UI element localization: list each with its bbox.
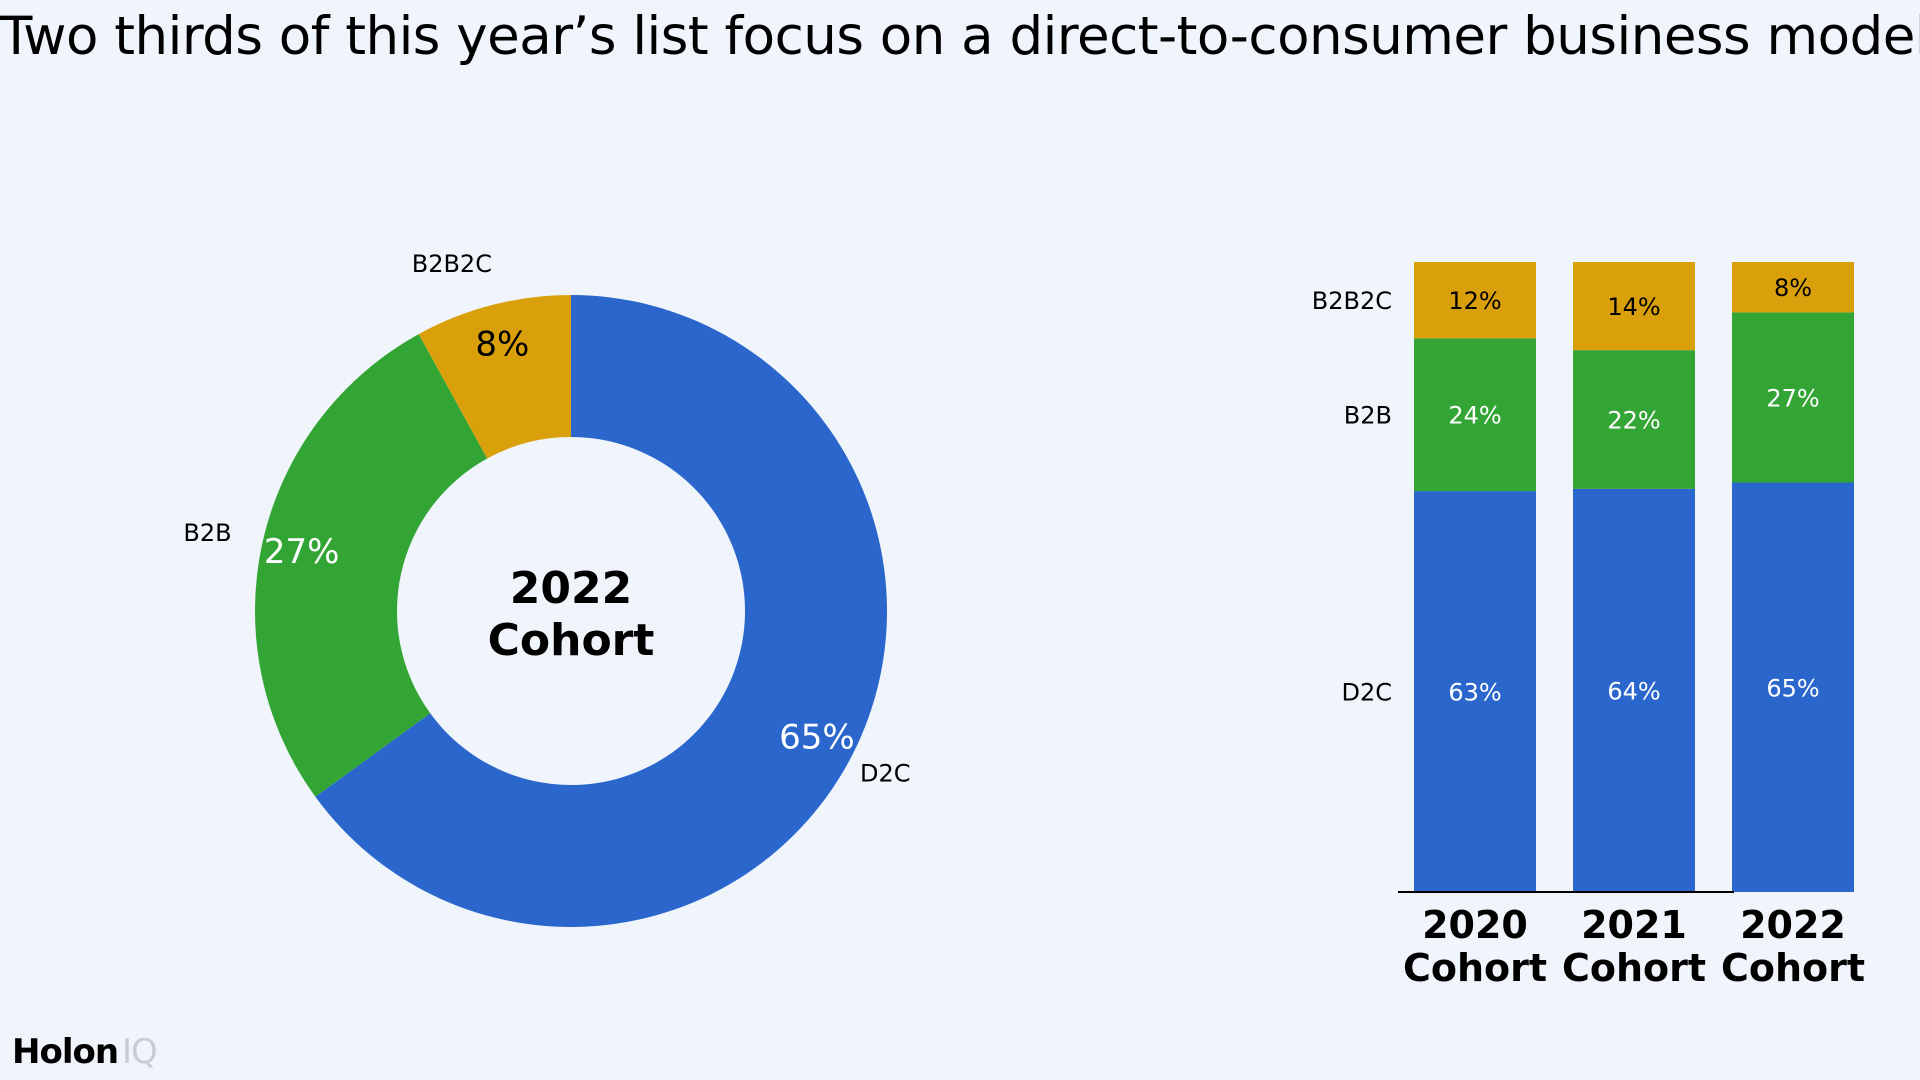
- stacked-bar-chart: 63%24%12%2020Cohort64%22%14%2021Cohort65…: [1312, 262, 1865, 990]
- donut-value-label-d2c: 65%: [779, 717, 855, 757]
- donut-value-label-b2b: 27%: [264, 532, 340, 572]
- holon-iq-logo: Holon IQ: [12, 1032, 158, 1072]
- bar-value-label-b2b2c-2021: 14%: [1607, 293, 1660, 321]
- bar-segment-b2b-2020: [1414, 338, 1536, 492]
- bar-series-label-b2b2c: B2B2C: [1312, 287, 1392, 315]
- bar-segment-d2c-2022: [1732, 482, 1854, 892]
- donut-center-label-line-1: 2022: [510, 563, 632, 614]
- bar-series-label-b2b: B2B: [1344, 402, 1392, 430]
- bar-segment-b2b2c-2022: [1732, 262, 1854, 313]
- bar-value-label-b2b-2020: 24%: [1448, 402, 1501, 430]
- bar-value-label-d2c-2022: 65%: [1766, 674, 1819, 702]
- bar-category-label-2020-line-1: 2020: [1422, 903, 1528, 947]
- bar-segment-d2c-2020: [1414, 491, 1536, 892]
- bar-value-label-b2b2c-2020: 12%: [1448, 287, 1501, 315]
- bar-category-label-2022-line-1: 2022: [1740, 903, 1846, 947]
- donut-category-label-b2b: B2B: [183, 519, 231, 547]
- bar-series-label-d2c: D2C: [1341, 679, 1392, 707]
- donut-category-label-b2b2c: B2B2C: [412, 250, 492, 278]
- bar-category-label-2020-line-2: Cohort: [1403, 946, 1547, 990]
- bar-segment-b2b2c-2021: [1573, 262, 1695, 351]
- donut-category-label-d2c: D2C: [860, 760, 911, 788]
- donut-value-label-b2b2c: 8%: [475, 325, 529, 365]
- bar-value-label-d2c-2020: 63%: [1448, 679, 1501, 707]
- bar-segment-d2c-2021: [1573, 488, 1695, 892]
- bar-value-label-b2b-2022: 27%: [1766, 384, 1819, 412]
- logo-secondary: IQ: [122, 1032, 158, 1072]
- donut-slice-d2c: [315, 295, 888, 928]
- donut-slice-b2b2c: [418, 295, 571, 459]
- bar-category-label-2021-line-2: Cohort: [1562, 946, 1706, 990]
- page-title: Two thirds of this year’s list focus on …: [0, 6, 1920, 67]
- donut-slice-b2b: [254, 334, 488, 797]
- bar-value-label-b2b-2021: 22%: [1607, 407, 1660, 435]
- logo-primary: Holon: [12, 1032, 119, 1072]
- bar-value-label-b2b2c-2022: 8%: [1774, 274, 1812, 302]
- donut-center-label-line-2: Cohort: [488, 615, 655, 666]
- bar-segment-b2b2c-2020: [1414, 262, 1536, 339]
- bar-segment-b2b-2022: [1732, 312, 1854, 483]
- bar-category-label-2022-line-2: Cohort: [1721, 946, 1865, 990]
- bar-segment-b2b-2021: [1573, 350, 1695, 489]
- bar-value-label-d2c-2021: 64%: [1607, 677, 1660, 705]
- bar-category-label-2021-line-1: 2021: [1581, 903, 1687, 947]
